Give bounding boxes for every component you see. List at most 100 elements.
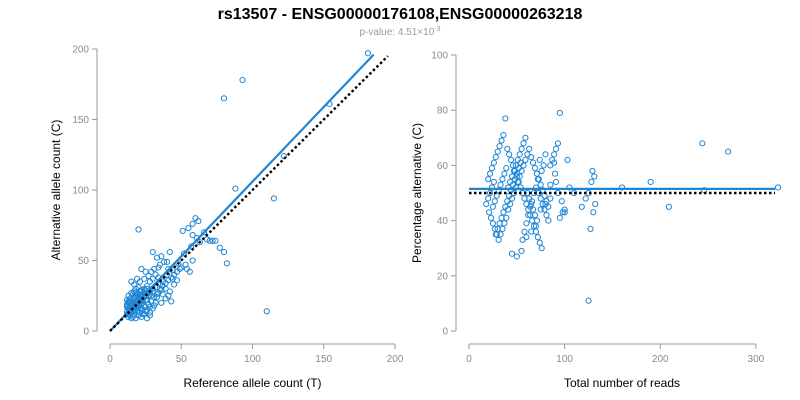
data-point (582, 195, 589, 202)
subtitle-prefix: p-value: 4.51×10 (359, 27, 434, 38)
y-tick-label: 60 (437, 161, 449, 172)
data-point (149, 248, 156, 256)
data-point (564, 156, 571, 163)
data-point (541, 206, 548, 213)
data-point (145, 272, 152, 280)
data-point (526, 145, 533, 152)
data-point (571, 189, 578, 197)
x-tick-label: 50 (176, 354, 188, 365)
data-point (528, 154, 535, 161)
chart-title: rs13507 - ENSG00000176108,ENSG0000026321… (218, 6, 583, 23)
data-point (485, 195, 492, 202)
data-point (585, 297, 592, 304)
data-point (135, 226, 142, 233)
data-point (196, 239, 203, 246)
data-point (161, 258, 168, 266)
data-point (200, 229, 208, 236)
data-point (143, 306, 151, 313)
y-tick-label: 40 (437, 216, 449, 227)
data-point (206, 237, 213, 244)
data-point (537, 181, 544, 188)
data-point (195, 217, 202, 225)
data-point (171, 281, 178, 288)
data-point (490, 178, 497, 186)
data-point (507, 200, 514, 208)
y-axis-label: Percentage alternative (C) (410, 123, 424, 263)
data-point (535, 176, 542, 183)
right-scatter-panel: 0 20 40 60 80 100 0 100 200 300 Total number of re… (410, 51, 782, 390)
data-point (523, 234, 530, 241)
data-point (518, 247, 525, 255)
data-point (518, 167, 525, 175)
data-point (143, 282, 151, 289)
data-point (554, 140, 562, 147)
data-point (520, 140, 527, 147)
data-point (270, 195, 277, 202)
data-point (522, 134, 529, 141)
data-point (514, 178, 521, 186)
data-point (153, 254, 161, 261)
data-point (159, 291, 166, 298)
data-point (589, 167, 596, 175)
data-point (155, 264, 162, 271)
data-point (552, 178, 560, 186)
x-tick-label: 0 (466, 354, 472, 365)
data-point (141, 302, 148, 309)
data-point (592, 200, 599, 208)
data-point (551, 170, 559, 177)
data-point (158, 287, 165, 294)
data-point (540, 162, 547, 169)
data-point (507, 156, 515, 163)
data-point (492, 154, 499, 161)
y-tick-label: 150 (72, 115, 89, 126)
data-point (508, 195, 516, 202)
x-tick-label: 100 (244, 354, 261, 365)
data-point (166, 288, 173, 295)
y-tick-label: 0 (83, 327, 89, 338)
y-tick-label: 20 (437, 271, 449, 282)
data-point (220, 95, 228, 102)
data-point (239, 76, 246, 84)
y-tick-label: 0 (442, 327, 448, 338)
data-point (534, 234, 541, 241)
data-point (543, 211, 550, 219)
data-point (590, 209, 597, 216)
data-point (486, 189, 494, 197)
data-point (141, 275, 148, 282)
data-point (531, 165, 539, 172)
data-point (512, 162, 519, 169)
data-point (128, 315, 135, 322)
data-point (169, 275, 176, 282)
data-point (647, 178, 654, 186)
data-point (163, 258, 171, 266)
data-point (491, 225, 498, 232)
data-point (699, 140, 706, 147)
data-point (508, 250, 516, 257)
data-point (516, 173, 523, 180)
data-point (533, 170, 540, 177)
data-point (143, 296, 151, 304)
data-point (133, 292, 141, 299)
data-point (591, 173, 598, 180)
data-point (168, 298, 175, 305)
data-point (182, 261, 189, 268)
data-point (149, 275, 156, 282)
data-point (545, 217, 552, 224)
data-point (725, 148, 732, 155)
y-tick-label: 50 (78, 256, 90, 267)
y-tick-label: 80 (437, 106, 449, 117)
data-point (501, 220, 508, 227)
data-point (489, 203, 497, 210)
x-axis-label: Reference allele count (T) (183, 376, 321, 390)
fit-line (109, 53, 375, 332)
data-point (189, 220, 196, 227)
data-point (220, 248, 228, 256)
data-point (532, 184, 540, 191)
data-point (216, 244, 223, 251)
data-point (502, 115, 509, 122)
data-point (529, 159, 537, 166)
data-point (189, 232, 196, 239)
data-point (488, 184, 496, 191)
data-point (493, 231, 500, 238)
